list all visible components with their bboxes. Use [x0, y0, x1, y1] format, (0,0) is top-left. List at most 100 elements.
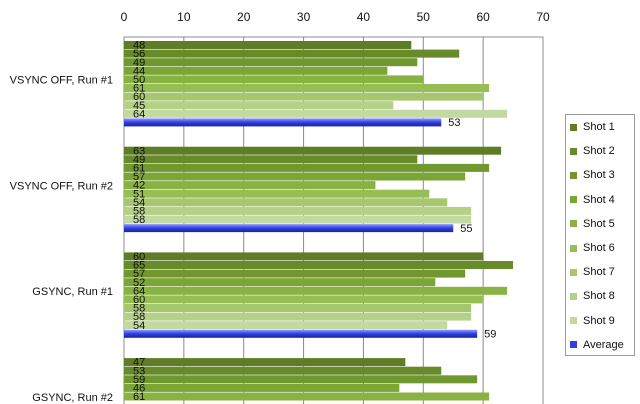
- shot-bar: [124, 92, 484, 101]
- legend-label: Shot 8: [583, 290, 615, 303]
- category-label: GSYNC, Run #2: [32, 392, 113, 404]
- shot-data-label: 60: [133, 294, 145, 306]
- shot-bar: [124, 269, 466, 278]
- shot-bar: [124, 109, 508, 118]
- x-tick-label: 70: [536, 10, 550, 24]
- shot-bar: [124, 66, 388, 75]
- shot-bar: [124, 375, 478, 384]
- shot-bar: [124, 215, 472, 224]
- shot-bar: [124, 101, 394, 110]
- x-axis-ticks: 0 10 20 30 40 50 60 70: [121, 10, 550, 24]
- legend-label: Average: [583, 338, 624, 351]
- shot-bar: [124, 304, 472, 312]
- legend-swatch: [570, 341, 577, 349]
- shot-bar: [124, 392, 490, 401]
- shot-bar: [124, 146, 502, 155]
- shot-bar: [124, 49, 460, 58]
- average-data-label: 59: [484, 329, 496, 341]
- shot-data-label: 49: [133, 57, 145, 69]
- average-bar: [124, 224, 454, 233]
- legend-label: Shot 4: [583, 193, 615, 206]
- legend-swatch: [570, 292, 577, 300]
- shot-bar: [124, 312, 472, 321]
- shot-data-label: 58: [133, 311, 145, 323]
- shot-data-label: 59: [133, 374, 145, 386]
- shot-data-label: 52: [133, 277, 145, 289]
- shot-bar: [124, 358, 406, 367]
- category-labels: VSYNC OFF, Run #1 VSYNC OFF, Run #2 GSYNC,…: [10, 75, 113, 404]
- shot-bar: [124, 383, 400, 392]
- shot-data-label: 65: [133, 260, 145, 272]
- legend-label: Shot 1: [583, 121, 615, 133]
- shot-bar: [124, 198, 448, 207]
- legend-swatch: [570, 220, 577, 228]
- legend-swatch: [570, 171, 577, 179]
- x-tick-label: 60: [476, 10, 490, 24]
- x-tick-label: 20: [237, 10, 251, 24]
- legend-item: Shot 2: [570, 144, 615, 158]
- shot-data-label: 48: [133, 40, 145, 52]
- legend-item: Shot 1: [570, 120, 615, 134]
- average-bar: [124, 118, 442, 127]
- shot-data-label: 64: [133, 285, 145, 297]
- shot-bar: [124, 286, 508, 295]
- legend-label: Shot 3: [583, 169, 615, 182]
- shot-data-label: 61: [133, 83, 145, 95]
- legend-item: Shot 5: [570, 217, 615, 231]
- shot-bar: [124, 295, 484, 304]
- shot-data-label: 45: [133, 100, 145, 112]
- legend: Shot 1 Shot 2 Shot 3 Shot 4 Shot 5 Shot 6 Shot…: [565, 114, 635, 356]
- shot-data-label: 44: [133, 65, 145, 77]
- legend-label: Shot 2: [583, 145, 615, 158]
- category-label: VSYNC OFF, Run #1: [10, 75, 113, 87]
- legend-label: Shot 7: [583, 266, 615, 279]
- shot-data-label: 61: [133, 163, 145, 175]
- shot-bar: [124, 189, 430, 198]
- shot-data-label: 53: [133, 365, 145, 377]
- legend-swatch: [570, 147, 577, 155]
- shot-data-label: 50: [133, 74, 145, 86]
- x-tick-label: 40: [357, 10, 371, 24]
- x-tick-label: 0: [121, 10, 128, 24]
- legend-item: Shot 9: [570, 314, 615, 328]
- legend-swatch: [570, 268, 577, 276]
- shot-bar: [124, 58, 418, 67]
- category-label: GSYNC, Run #1: [32, 286, 113, 298]
- shot-data-label: 57: [133, 171, 145, 183]
- shot-data-label: 61: [133, 391, 145, 403]
- shot-bar: [124, 252, 484, 261]
- shot-data-label: 60: [133, 251, 145, 263]
- shot-bar: [124, 75, 424, 84]
- legend-item: Shot 8: [570, 289, 615, 303]
- shot-data-label: 51: [133, 188, 145, 200]
- x-tick-label: 30: [297, 10, 311, 24]
- shot-data-label: 54: [133, 320, 145, 332]
- shot-bar: [124, 155, 418, 164]
- shot-bar: [124, 163, 490, 172]
- shot-data-label: 49: [133, 154, 145, 166]
- average-data-label: 53: [448, 117, 460, 129]
- legend-label: Shot 6: [583, 242, 615, 254]
- shot-data-label: 46: [133, 383, 145, 395]
- legend-item: Shot 7: [570, 265, 615, 279]
- shot-bar: [124, 278, 436, 287]
- legend-swatch: [570, 123, 577, 131]
- shot-bar: [124, 181, 376, 190]
- shot-data-label: 56: [133, 48, 145, 60]
- legend-item: Shot 6: [570, 241, 615, 255]
- shot-data-label: 58: [133, 206, 145, 218]
- legend-item: Average: [570, 338, 624, 352]
- shot-bar: [124, 172, 466, 181]
- legend-swatch: [570, 317, 577, 325]
- shot-data-label: 57: [133, 268, 145, 280]
- shot-data-label: 47: [133, 357, 145, 369]
- shot-bar: [124, 366, 442, 375]
- legend-item: Shot 3: [570, 168, 615, 182]
- legend-swatch: [570, 196, 577, 204]
- x-tick-label: 50: [417, 10, 431, 24]
- shot-data-label: 42: [133, 180, 145, 192]
